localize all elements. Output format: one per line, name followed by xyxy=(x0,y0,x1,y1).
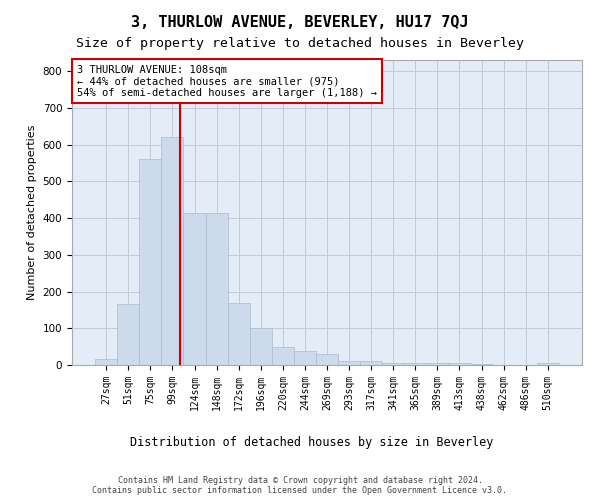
Bar xyxy=(470,364,493,365)
Text: 3 THURLOW AVENUE: 108sqm
← 44% of detached houses are smaller (975)
54% of semi-: 3 THURLOW AVENUE: 108sqm ← 44% of detach… xyxy=(77,64,377,98)
Bar xyxy=(206,212,227,365)
Bar xyxy=(316,354,338,365)
Text: Size of property relative to detached houses in Beverley: Size of property relative to detached ho… xyxy=(76,38,524,51)
Bar xyxy=(227,302,250,365)
Bar xyxy=(250,328,272,365)
Bar xyxy=(382,363,404,365)
Bar xyxy=(161,137,184,365)
Text: Distribution of detached houses by size in Beverley: Distribution of detached houses by size … xyxy=(130,436,494,449)
Text: Contains HM Land Registry data © Crown copyright and database right 2024.
Contai: Contains HM Land Registry data © Crown c… xyxy=(92,476,508,495)
Bar xyxy=(448,363,470,365)
Text: 3, THURLOW AVENUE, BEVERLEY, HU17 7QJ: 3, THURLOW AVENUE, BEVERLEY, HU17 7QJ xyxy=(131,15,469,30)
Bar xyxy=(272,346,294,365)
Bar xyxy=(294,352,316,365)
Bar xyxy=(95,360,117,365)
Bar xyxy=(184,212,206,365)
Bar xyxy=(427,363,448,365)
Bar xyxy=(338,362,360,365)
Y-axis label: Number of detached properties: Number of detached properties xyxy=(27,125,37,300)
Bar xyxy=(117,304,139,365)
Bar xyxy=(537,363,559,365)
Bar xyxy=(404,363,427,365)
Bar xyxy=(360,362,382,365)
Bar xyxy=(139,159,161,365)
